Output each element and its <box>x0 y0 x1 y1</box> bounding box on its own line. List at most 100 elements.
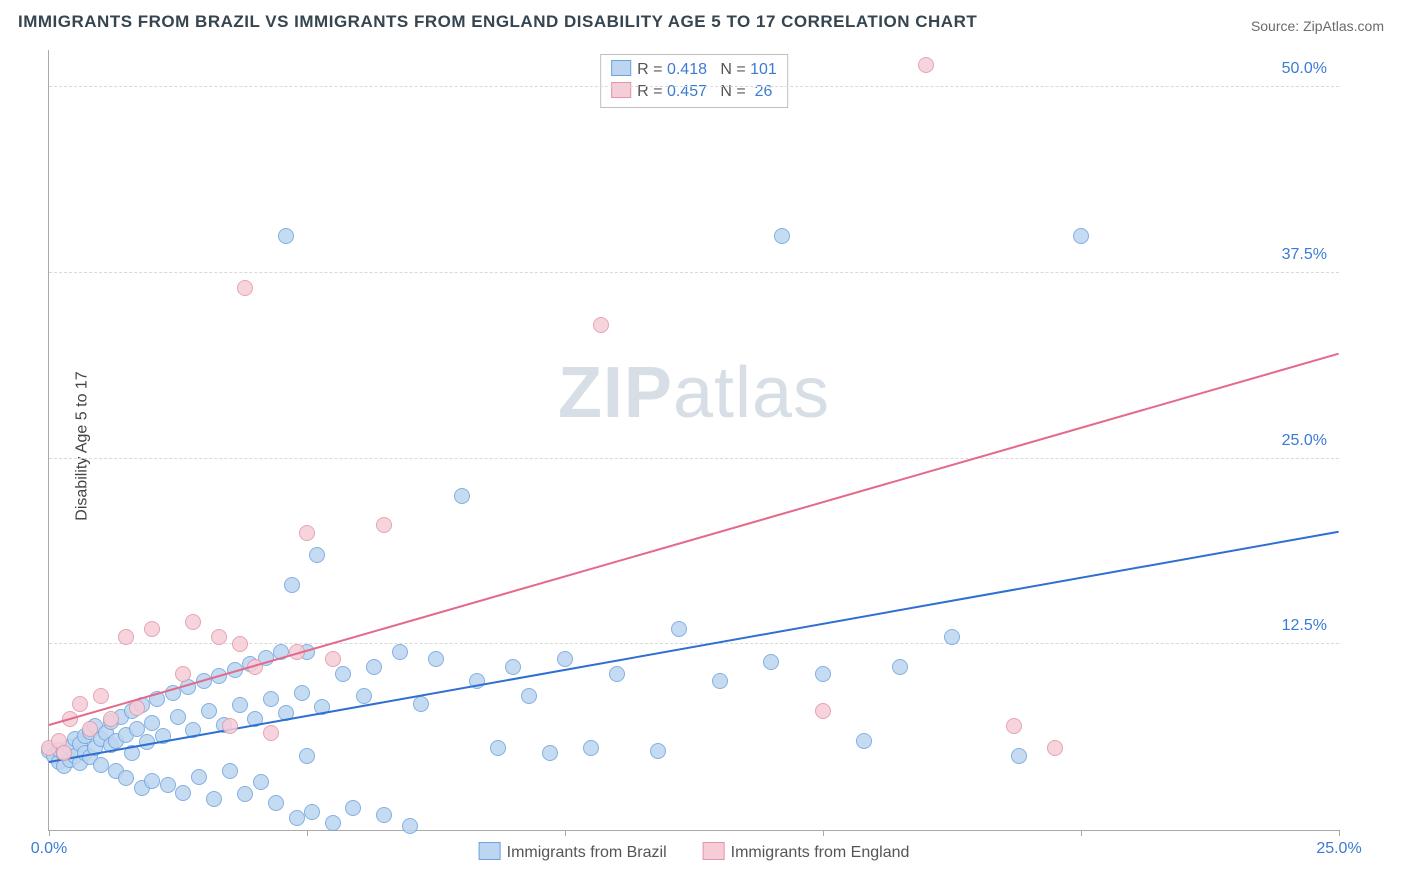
data-point-brazil <box>304 804 320 820</box>
correlation-legend: R = 0.418 N = 101R = 0.457 N = 26 <box>600 54 788 108</box>
legend-label: Immigrants from Brazil <box>507 844 667 861</box>
data-point-england <box>232 636 248 652</box>
legend-bottom-item-england: Immigrants from England <box>703 844 910 861</box>
data-point-brazil <box>944 629 960 645</box>
data-point-england <box>103 711 119 727</box>
data-point-brazil <box>289 810 305 826</box>
data-point-brazil <box>428 651 444 667</box>
data-point-england <box>118 629 134 645</box>
source-prefix: Source: <box>1251 18 1303 34</box>
data-point-england <box>211 629 227 645</box>
data-point-england <box>815 703 831 719</box>
watermark: ZIPatlas <box>558 352 830 434</box>
legend-top-row-england: R = 0.457 N = 26 <box>611 81 777 103</box>
data-point-england <box>593 317 609 333</box>
legend-bottom-item-brazil: Immigrants from Brazil <box>479 844 667 861</box>
data-point-england <box>144 621 160 637</box>
data-point-brazil <box>294 685 310 701</box>
y-tick-label: 25.0% <box>1282 432 1327 450</box>
data-point-brazil <box>93 757 109 773</box>
data-point-brazil <box>376 807 392 823</box>
gridline <box>49 458 1339 459</box>
data-point-england <box>82 721 98 737</box>
legend-top-row-brazil: R = 0.418 N = 101 <box>611 59 777 81</box>
data-point-brazil <box>712 673 728 689</box>
x-tick <box>565 830 566 836</box>
data-point-brazil <box>345 800 361 816</box>
data-point-brazil <box>232 697 248 713</box>
chart-title: IMMIGRANTS FROM BRAZIL VS IMMIGRANTS FRO… <box>18 12 977 32</box>
x-tick <box>1081 830 1082 836</box>
data-point-brazil <box>237 786 253 802</box>
x-tick <box>1339 830 1340 836</box>
x-tick-label: 25.0% <box>1316 840 1361 858</box>
legend-label: Immigrants from England <box>731 844 910 861</box>
watermark-atlas: atlas <box>673 353 830 433</box>
data-point-brazil <box>175 785 191 801</box>
data-point-brazil <box>253 774 269 790</box>
data-point-england <box>1006 718 1022 734</box>
data-point-brazil <box>583 740 599 756</box>
data-point-brazil <box>392 644 408 660</box>
data-point-brazil <box>454 488 470 504</box>
data-point-brazil <box>144 773 160 789</box>
data-point-brazil <box>774 228 790 244</box>
data-point-brazil <box>1073 228 1089 244</box>
data-point-brazil <box>490 740 506 756</box>
data-point-brazil <box>671 621 687 637</box>
data-point-england <box>1047 740 1063 756</box>
data-point-brazil <box>268 795 284 811</box>
source-attribution: Source: ZipAtlas.com <box>1251 18 1384 34</box>
x-tick <box>307 830 308 836</box>
gridline <box>49 272 1339 273</box>
x-tick-label: 0.0% <box>31 840 67 858</box>
data-point-brazil <box>1011 748 1027 764</box>
legend-swatch-england <box>611 82 631 98</box>
data-point-brazil <box>278 228 294 244</box>
data-point-brazil <box>505 659 521 675</box>
data-point-brazil <box>118 770 134 786</box>
data-point-england <box>237 280 253 296</box>
gridline <box>49 86 1339 87</box>
series-legend: Immigrants from Brazil Immigrants from En… <box>461 842 928 862</box>
source-link[interactable]: ZipAtlas.com <box>1303 18 1384 34</box>
y-tick-label: 12.5% <box>1282 617 1327 635</box>
legend-swatch-brazil <box>611 60 631 76</box>
data-point-england <box>376 517 392 533</box>
x-tick <box>49 830 50 836</box>
data-point-brazil <box>609 666 625 682</box>
data-point-brazil <box>521 688 537 704</box>
data-point-brazil <box>160 777 176 793</box>
data-point-brazil <box>325 815 341 831</box>
data-point-brazil <box>815 666 831 682</box>
data-point-england <box>299 525 315 541</box>
data-point-brazil <box>206 791 222 807</box>
data-point-england <box>263 725 279 741</box>
data-point-brazil <box>263 691 279 707</box>
data-point-england <box>72 696 88 712</box>
data-point-brazil <box>335 666 351 682</box>
data-point-brazil <box>856 733 872 749</box>
data-point-brazil <box>542 745 558 761</box>
data-point-brazil <box>557 651 573 667</box>
data-point-brazil <box>356 688 372 704</box>
data-point-england <box>129 700 145 716</box>
x-tick <box>823 830 824 836</box>
data-point-brazil <box>191 769 207 785</box>
data-point-brazil <box>413 696 429 712</box>
data-point-england <box>325 651 341 667</box>
data-point-brazil <box>650 743 666 759</box>
data-point-brazil <box>892 659 908 675</box>
data-point-england <box>222 718 238 734</box>
data-point-england <box>918 57 934 73</box>
legend-swatch-brazil <box>479 842 501 860</box>
y-tick-label: 37.5% <box>1282 246 1327 264</box>
data-point-england <box>56 745 72 761</box>
data-point-brazil <box>309 547 325 563</box>
data-point-england <box>185 614 201 630</box>
y-tick-label: 50.0% <box>1282 60 1327 78</box>
data-point-england <box>175 666 191 682</box>
scatter-plot-area: ZIPatlas R = 0.418 N = 101R = 0.457 N = … <box>48 50 1339 831</box>
data-point-brazil <box>170 709 186 725</box>
legend-swatch-england <box>703 842 725 860</box>
